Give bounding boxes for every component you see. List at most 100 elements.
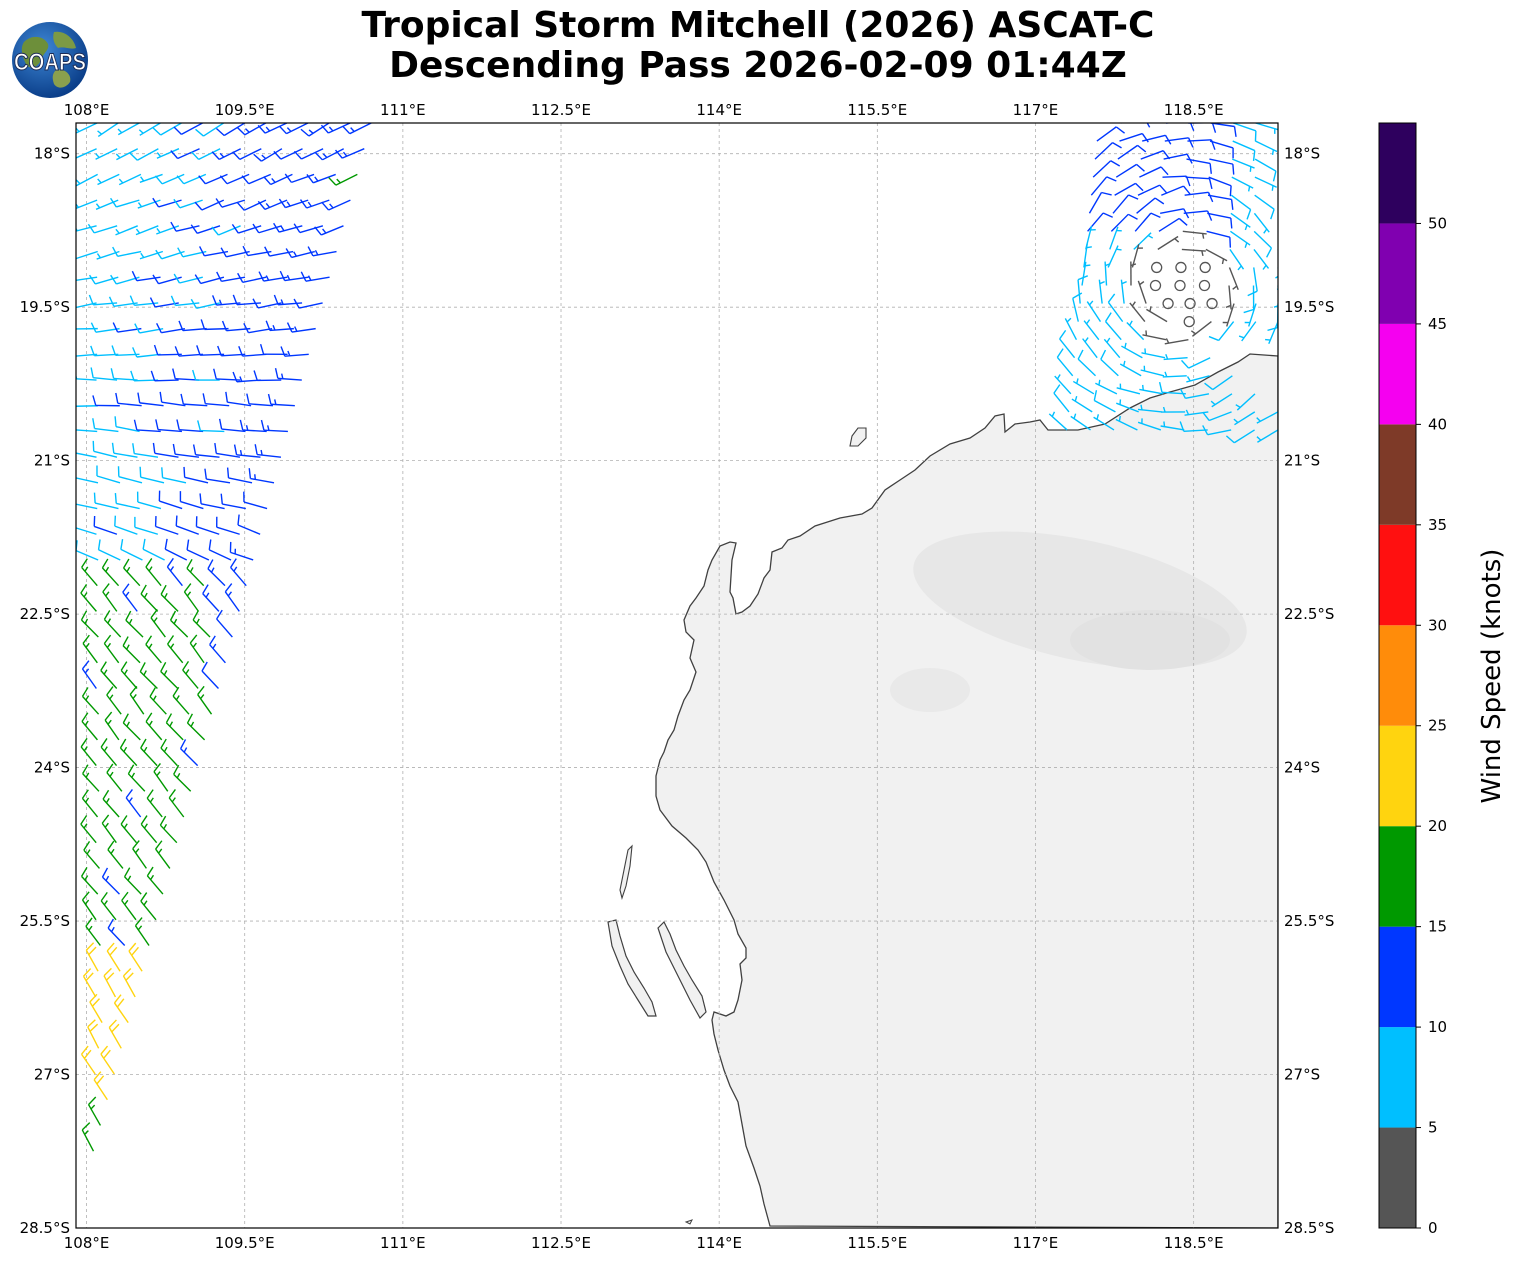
wind-barb xyxy=(81,660,97,689)
wind-barb xyxy=(159,815,178,844)
wind-barb xyxy=(243,491,268,510)
wind-barb xyxy=(1174,279,1186,292)
wind-barb xyxy=(139,250,164,260)
lat-tick-label-right: 18°S xyxy=(1284,145,1320,163)
wind-barb xyxy=(179,739,199,767)
wind-barb xyxy=(1054,374,1072,395)
wind-barb xyxy=(76,687,77,689)
wind-barb xyxy=(140,738,158,767)
lon-tick-label-top: 115.5°E xyxy=(847,101,907,119)
colorbar-band xyxy=(1379,524,1416,626)
wind-barb xyxy=(122,558,141,587)
wind-barb xyxy=(1129,301,1146,323)
wind-barb xyxy=(76,123,77,124)
wind-barb xyxy=(115,392,142,407)
lon-tick-label-bottom: 114°E xyxy=(696,1234,742,1252)
wind-barb xyxy=(216,609,233,638)
wind-barb xyxy=(100,738,118,767)
wind-barb xyxy=(273,222,303,233)
wind-barb xyxy=(173,198,203,209)
wind-barb xyxy=(293,148,324,160)
wind-barb xyxy=(110,197,140,208)
wind-barb xyxy=(100,891,117,921)
wind-barb xyxy=(128,942,143,972)
wind-barb xyxy=(137,199,161,209)
lat-tick-label-right: 19.5°S xyxy=(1284,298,1334,316)
wind-barb xyxy=(1114,182,1144,196)
wind-barb xyxy=(103,610,122,638)
wind-barb xyxy=(182,660,199,689)
wind-barb xyxy=(1134,212,1161,232)
colorbar-tick-label: 50 xyxy=(1428,214,1447,232)
wind-barb xyxy=(1087,212,1113,232)
wind-barb xyxy=(1254,176,1277,191)
wind-barb xyxy=(76,225,97,232)
wind-barb xyxy=(273,148,303,160)
wind-barb xyxy=(1059,329,1076,359)
wind-barb xyxy=(1244,303,1257,327)
wind-barb xyxy=(76,503,98,510)
wind-barb xyxy=(160,584,179,612)
wind-barb xyxy=(81,712,98,741)
wind-barb xyxy=(140,892,157,921)
wind-barb xyxy=(136,491,162,510)
wind-barb xyxy=(1098,123,1100,124)
wind-barb xyxy=(220,493,246,510)
wind-barb xyxy=(76,995,77,997)
wind-barb xyxy=(83,841,100,869)
wind-barb xyxy=(1207,212,1233,229)
wind-barb xyxy=(139,662,158,689)
logo-text: COAPS xyxy=(14,49,86,76)
wind-barb xyxy=(183,466,209,484)
map-panel: 108°E 109.5°E 111°E 112.5°E 114°E 115.5°E 117°… xyxy=(20,101,1335,1252)
wind-barb xyxy=(139,466,165,484)
wind-barb xyxy=(100,661,118,689)
lon-ticks-bottom: 108°E 109.5°E 111°E 112.5°E 114°E 115.5°E 117°… xyxy=(64,1234,1224,1252)
wind-barb xyxy=(155,840,171,869)
wind-barb xyxy=(1161,185,1191,196)
wind-barb xyxy=(183,583,200,612)
wind-barb xyxy=(202,584,220,612)
wind-barb xyxy=(152,274,182,285)
wind-barb xyxy=(1255,140,1278,156)
wind-barb xyxy=(169,610,189,638)
wind-barb xyxy=(76,200,77,201)
wind-barb xyxy=(117,123,140,136)
wind-barb xyxy=(232,294,262,306)
wind-barb xyxy=(1100,349,1119,377)
wind-barb xyxy=(89,993,103,1023)
wind-barb xyxy=(155,419,183,433)
wind-barb xyxy=(173,123,203,136)
wind-barb xyxy=(158,490,183,510)
wind-barb xyxy=(95,148,118,160)
wind-barb xyxy=(1121,123,1151,128)
wind-barb xyxy=(189,634,205,664)
colorbar-band xyxy=(1379,926,1416,1028)
wind-barb xyxy=(1120,279,1127,304)
wind-barb xyxy=(1094,142,1122,160)
wind-barb xyxy=(1277,213,1278,215)
wind-barb xyxy=(120,661,138,689)
wind-barb xyxy=(97,539,121,561)
wind-barb xyxy=(1225,285,1232,310)
lat-tick-label-right: 28.5°S xyxy=(1284,1219,1334,1237)
wind-barb xyxy=(101,867,120,895)
colorbar-tick-label: 40 xyxy=(1428,415,1447,433)
wind-barb xyxy=(112,246,142,257)
wind-barb xyxy=(208,539,232,561)
wind-barb xyxy=(102,583,118,612)
wind-barb xyxy=(1090,176,1117,196)
wind-barb xyxy=(156,225,180,235)
wind-barb xyxy=(216,516,240,535)
wind-barb xyxy=(1131,244,1143,268)
lat-tick-label-right: 27°S xyxy=(1284,1066,1320,1084)
colorbar-frame xyxy=(1378,122,1417,1229)
colorbar-band xyxy=(1379,323,1416,425)
wind-barb xyxy=(117,466,143,484)
wind-barb xyxy=(80,867,99,895)
wind-barb xyxy=(201,661,219,689)
wind-barb xyxy=(225,391,252,407)
wind-barb xyxy=(1184,191,1214,203)
wind-barb xyxy=(101,814,117,844)
wind-barb xyxy=(1130,261,1137,286)
